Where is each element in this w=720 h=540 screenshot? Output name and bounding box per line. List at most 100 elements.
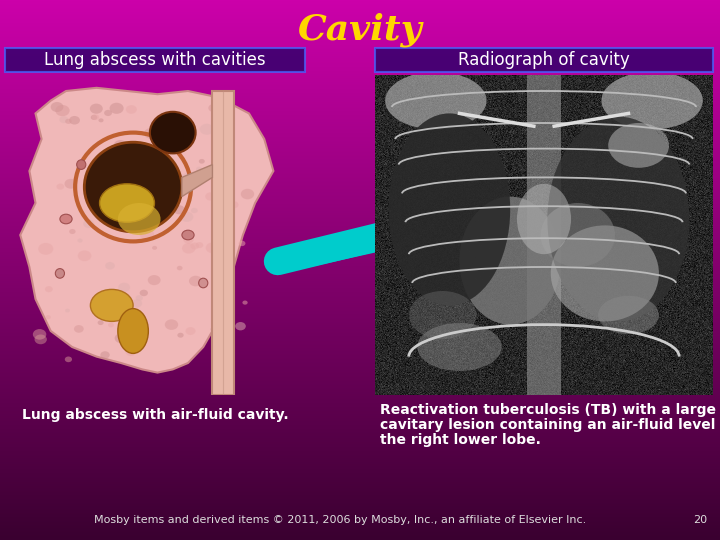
- Ellipse shape: [114, 333, 127, 343]
- Polygon shape: [212, 91, 234, 395]
- Ellipse shape: [177, 333, 184, 338]
- Ellipse shape: [541, 203, 615, 267]
- Ellipse shape: [189, 276, 202, 286]
- Ellipse shape: [235, 322, 246, 330]
- Ellipse shape: [135, 295, 143, 301]
- Ellipse shape: [169, 131, 176, 136]
- Ellipse shape: [181, 212, 194, 222]
- Ellipse shape: [132, 299, 143, 308]
- Ellipse shape: [208, 104, 218, 112]
- Ellipse shape: [99, 118, 104, 123]
- Ellipse shape: [118, 282, 130, 292]
- Ellipse shape: [104, 110, 112, 116]
- Bar: [527, 75, 561, 395]
- Ellipse shape: [206, 242, 220, 253]
- Ellipse shape: [186, 327, 196, 335]
- Ellipse shape: [112, 206, 117, 210]
- FancyBboxPatch shape: [375, 48, 713, 72]
- Ellipse shape: [144, 128, 158, 139]
- Ellipse shape: [78, 251, 91, 261]
- Ellipse shape: [76, 160, 86, 170]
- Ellipse shape: [50, 102, 63, 112]
- Ellipse shape: [150, 112, 196, 153]
- Ellipse shape: [140, 289, 148, 296]
- Ellipse shape: [205, 192, 216, 201]
- Ellipse shape: [243, 301, 248, 305]
- Ellipse shape: [204, 171, 214, 178]
- Ellipse shape: [60, 214, 72, 224]
- Text: Mosby items and derived items © 2011, 2006 by Mosby, Inc., an affiliate of Elsev: Mosby items and derived items © 2011, 20…: [94, 515, 586, 525]
- Ellipse shape: [174, 205, 185, 214]
- Ellipse shape: [517, 184, 571, 254]
- Ellipse shape: [118, 203, 161, 235]
- Ellipse shape: [55, 268, 65, 278]
- Ellipse shape: [69, 116, 80, 125]
- Ellipse shape: [210, 326, 220, 333]
- Ellipse shape: [65, 356, 72, 362]
- Ellipse shape: [69, 229, 76, 234]
- Ellipse shape: [126, 105, 137, 114]
- Ellipse shape: [90, 104, 103, 114]
- Ellipse shape: [598, 296, 659, 334]
- Ellipse shape: [409, 291, 477, 339]
- Ellipse shape: [126, 186, 140, 198]
- Ellipse shape: [181, 173, 194, 183]
- Ellipse shape: [459, 197, 561, 325]
- Polygon shape: [182, 165, 212, 197]
- Ellipse shape: [166, 181, 175, 188]
- Ellipse shape: [165, 319, 178, 330]
- Ellipse shape: [38, 243, 53, 255]
- Ellipse shape: [84, 142, 182, 232]
- Ellipse shape: [83, 219, 94, 228]
- Ellipse shape: [183, 235, 194, 244]
- Ellipse shape: [98, 320, 104, 325]
- Text: 20: 20: [693, 515, 707, 525]
- Ellipse shape: [65, 119, 72, 124]
- Ellipse shape: [196, 167, 202, 172]
- Ellipse shape: [196, 242, 203, 248]
- Ellipse shape: [218, 192, 231, 202]
- Text: Lung abscess with cavities: Lung abscess with cavities: [44, 51, 266, 69]
- Ellipse shape: [220, 333, 225, 338]
- Ellipse shape: [99, 184, 155, 222]
- Ellipse shape: [199, 124, 214, 135]
- Ellipse shape: [213, 235, 226, 246]
- Text: Reactivation tuberculosis (TB) with a large: Reactivation tuberculosis (TB) with a la…: [380, 403, 716, 417]
- Ellipse shape: [59, 116, 68, 123]
- Ellipse shape: [385, 72, 487, 130]
- Ellipse shape: [109, 103, 124, 114]
- Ellipse shape: [55, 105, 70, 116]
- Ellipse shape: [108, 323, 114, 327]
- Ellipse shape: [140, 228, 154, 240]
- Text: the right lower lobe.: the right lower lobe.: [380, 433, 541, 447]
- Ellipse shape: [182, 230, 194, 240]
- Ellipse shape: [114, 140, 127, 151]
- Ellipse shape: [199, 159, 204, 164]
- Ellipse shape: [182, 243, 195, 254]
- Ellipse shape: [100, 351, 109, 359]
- Ellipse shape: [125, 348, 135, 356]
- Ellipse shape: [191, 208, 198, 213]
- Ellipse shape: [240, 189, 254, 199]
- Ellipse shape: [45, 286, 53, 292]
- Ellipse shape: [91, 289, 133, 321]
- Ellipse shape: [35, 334, 47, 344]
- Ellipse shape: [199, 278, 208, 288]
- Text: Radiograph of cavity: Radiograph of cavity: [458, 51, 630, 69]
- Ellipse shape: [65, 308, 70, 313]
- Polygon shape: [20, 88, 274, 373]
- Ellipse shape: [56, 184, 64, 190]
- Text: cavitary lesion containing an air-fluid level in: cavitary lesion containing an air-fluid …: [380, 418, 720, 432]
- Ellipse shape: [125, 147, 132, 152]
- Ellipse shape: [601, 72, 703, 130]
- Ellipse shape: [177, 266, 183, 271]
- Ellipse shape: [551, 225, 659, 321]
- Ellipse shape: [143, 156, 149, 160]
- Ellipse shape: [33, 329, 46, 340]
- Ellipse shape: [148, 275, 161, 285]
- Text: Cavity: Cavity: [297, 13, 423, 47]
- Ellipse shape: [91, 115, 97, 120]
- Ellipse shape: [389, 113, 510, 306]
- Ellipse shape: [190, 242, 199, 249]
- Ellipse shape: [547, 117, 689, 321]
